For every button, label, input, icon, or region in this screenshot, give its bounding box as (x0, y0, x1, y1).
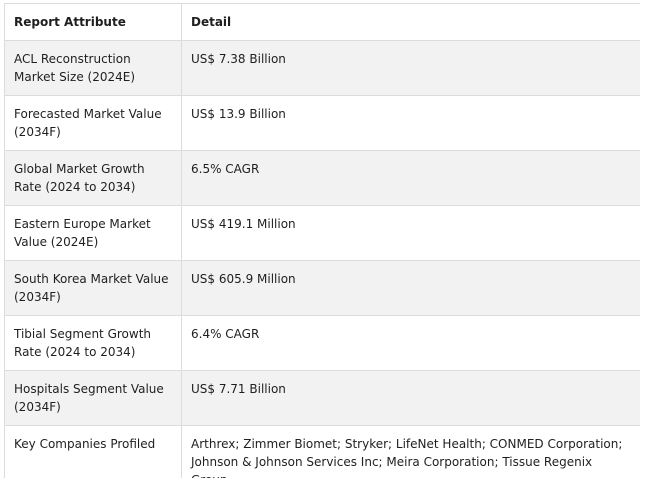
report-table-container: Report Attribute Detail ACL Reconstructi… (4, 3, 640, 478)
header-report-attribute: Report Attribute (4, 3, 182, 41)
attribute-cell: South Korea Market Value (2034F) (4, 260, 182, 316)
table-row: South Korea Market Value (2034F) US$ 605… (4, 260, 640, 316)
detail-cell: 6.5% CAGR (181, 150, 640, 206)
attribute-cell: Eastern Europe Market Value (2024E) (4, 205, 182, 261)
detail-cell: US$ 7.38 Billion (181, 40, 640, 96)
detail-cell: US$ 419.1 Million (181, 205, 640, 261)
detail-cell: US$ 7.71 Billion (181, 370, 640, 426)
table-row: Eastern Europe Market Value (2024E) US$ … (4, 205, 640, 261)
attribute-cell: Tibial Segment Growth Rate (2024 to 2034… (4, 315, 182, 371)
detail-cell: US$ 605.9 Million (181, 260, 640, 316)
table-row: Key Companies Profiled Arthrex; Zimmer B… (4, 425, 640, 478)
table-row: Tibial Segment Growth Rate (2024 to 2034… (4, 315, 640, 371)
attribute-cell: ACL Reconstruction Market Size (2024E) (4, 40, 182, 96)
table-row: Hospitals Segment Value (2034F) US$ 7.71… (4, 370, 640, 426)
detail-cell: 6.4% CAGR (181, 315, 640, 371)
report-attributes-table: Report Attribute Detail ACL Reconstructi… (4, 3, 640, 478)
table-row: Global Market Growth Rate (2024 to 2034)… (4, 150, 640, 206)
detail-cell: US$ 13.9 Billion (181, 95, 640, 151)
attribute-cell: Key Companies Profiled (4, 425, 182, 478)
attribute-cell: Forecasted Market Value (2034F) (4, 95, 182, 151)
attribute-cell: Hospitals Segment Value (2034F) (4, 370, 182, 426)
header-detail: Detail (181, 3, 640, 41)
table-row: ACL Reconstruction Market Size (2024E) U… (4, 40, 640, 96)
table-header-row: Report Attribute Detail (4, 3, 640, 41)
attribute-cell: Global Market Growth Rate (2024 to 2034) (4, 150, 182, 206)
detail-cell: Arthrex; Zimmer Biomet; Stryker; LifeNet… (181, 425, 640, 478)
table-row: Forecasted Market Value (2034F) US$ 13.9… (4, 95, 640, 151)
